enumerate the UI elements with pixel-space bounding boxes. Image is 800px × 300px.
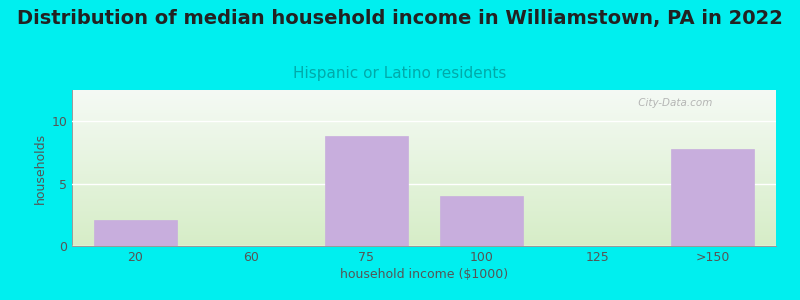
Y-axis label: households: households: [34, 132, 47, 204]
Bar: [440, 196, 523, 246]
Text: City-Data.com: City-Data.com: [635, 98, 713, 108]
Bar: [671, 149, 754, 246]
X-axis label: household income ($1000): household income ($1000): [340, 268, 508, 281]
Bar: [94, 220, 177, 246]
Bar: [325, 136, 408, 246]
Text: Distribution of median household income in Williamstown, PA in 2022: Distribution of median household income …: [17, 9, 783, 28]
Text: Hispanic or Latino residents: Hispanic or Latino residents: [294, 66, 506, 81]
